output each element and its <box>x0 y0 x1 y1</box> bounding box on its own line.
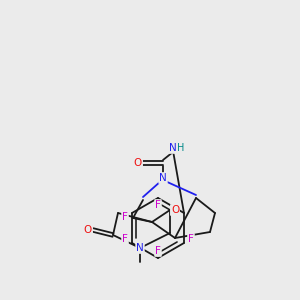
Text: N: N <box>159 173 167 183</box>
Text: N: N <box>169 143 177 153</box>
Text: F: F <box>188 234 194 244</box>
Text: O: O <box>134 158 142 168</box>
Text: F: F <box>155 200 161 210</box>
Text: F: F <box>122 212 128 222</box>
Text: O: O <box>171 205 179 215</box>
Text: H: H <box>177 143 185 153</box>
Text: O: O <box>84 225 92 235</box>
Text: N: N <box>136 243 144 253</box>
Text: F: F <box>122 234 128 244</box>
Text: F: F <box>155 246 161 256</box>
